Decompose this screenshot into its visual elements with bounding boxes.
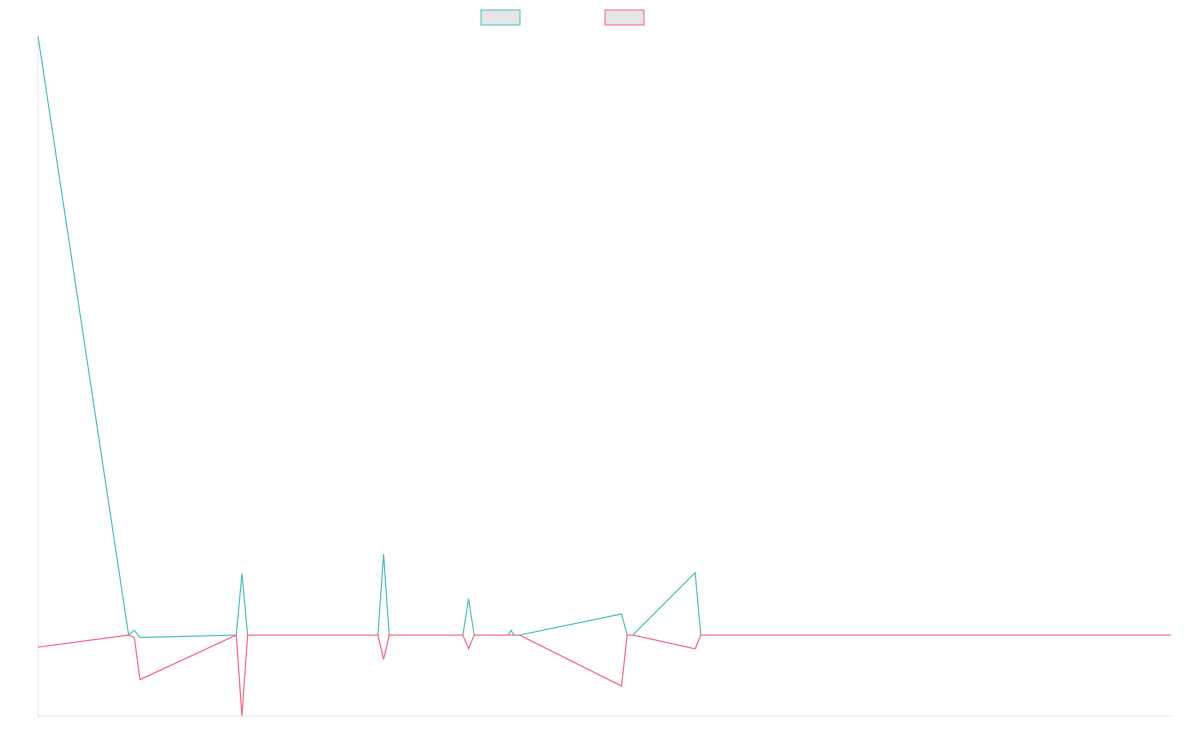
series-line-2 bbox=[37, 634, 1171, 717]
axes bbox=[37, 36, 1171, 717]
series-line-1 bbox=[37, 35, 1171, 639]
series-layer bbox=[37, 35, 1171, 717]
legend-swatch-1[interactable] bbox=[480, 9, 521, 26]
legend-swatch-2[interactable] bbox=[604, 9, 645, 26]
legend bbox=[480, 9, 645, 26]
